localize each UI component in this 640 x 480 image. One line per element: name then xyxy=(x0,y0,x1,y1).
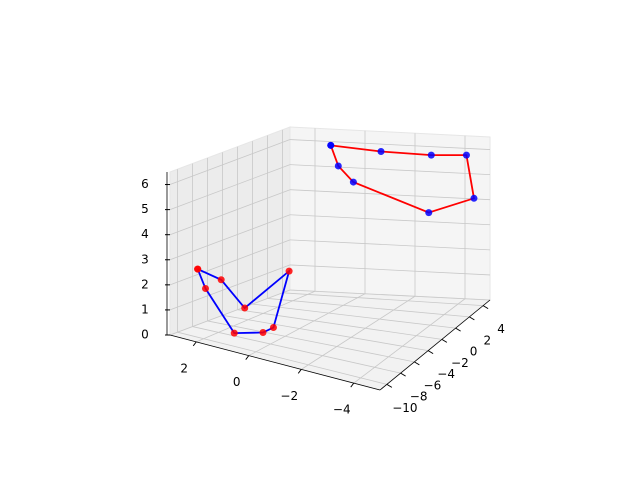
x-axis-line xyxy=(169,334,381,391)
tick-mark xyxy=(414,361,420,366)
grid-line xyxy=(192,326,401,374)
grid-line xyxy=(282,292,484,307)
grid-line xyxy=(207,320,415,363)
grid-line xyxy=(289,214,491,226)
grid-line xyxy=(169,164,291,210)
grid-line xyxy=(169,264,291,311)
point xyxy=(470,194,478,202)
grid-line xyxy=(289,164,491,176)
tick-mark xyxy=(400,372,406,377)
grid-line xyxy=(252,303,456,329)
grid-line xyxy=(169,239,291,286)
y-tick-label: −6 xyxy=(424,378,442,392)
point xyxy=(259,329,267,337)
point xyxy=(334,162,342,170)
grid-line xyxy=(267,298,470,318)
point xyxy=(202,285,210,293)
grid-line xyxy=(289,189,491,201)
point xyxy=(230,329,238,337)
point xyxy=(194,265,202,273)
z-tick-label: 1 xyxy=(141,302,149,316)
point xyxy=(285,267,293,275)
grid-line xyxy=(169,214,291,261)
y-tick-label: −10 xyxy=(392,401,417,415)
grid-line xyxy=(177,331,387,385)
y-tick-label: −8 xyxy=(410,390,428,404)
grid-line xyxy=(196,290,316,343)
grid-line xyxy=(169,189,291,236)
point xyxy=(377,147,385,155)
grid-line xyxy=(169,289,291,336)
point xyxy=(427,151,435,159)
tick-mark xyxy=(386,383,393,388)
tick-mark xyxy=(350,382,355,388)
y-tick-label: 0 xyxy=(470,345,478,359)
x-tick-label: 0 xyxy=(233,375,241,389)
y-tick-label: −4 xyxy=(437,367,455,381)
z-tick-label: 5 xyxy=(141,202,149,216)
tick-mark xyxy=(455,327,461,332)
point xyxy=(217,276,225,284)
z-tick-label: 0 xyxy=(141,328,149,342)
y-tick-label: −2 xyxy=(451,356,469,370)
z-tick-label: 4 xyxy=(141,227,149,241)
point xyxy=(462,151,470,159)
x-tick-label: −4 xyxy=(333,403,351,417)
grid-line xyxy=(222,314,429,352)
tick-mark xyxy=(192,341,197,347)
grid-line xyxy=(248,293,366,356)
tick-mark xyxy=(297,369,302,374)
grid-line xyxy=(301,295,416,370)
grid-line xyxy=(169,139,291,185)
grid-line xyxy=(289,289,491,301)
point xyxy=(349,178,357,186)
point xyxy=(269,324,277,332)
x-tick-label: −2 xyxy=(280,389,298,403)
grid-line xyxy=(353,298,466,384)
grid-line xyxy=(289,239,491,251)
point xyxy=(425,209,433,217)
grid-line xyxy=(289,139,491,150)
z-tick-label: 2 xyxy=(141,277,149,291)
tick-mark xyxy=(441,338,448,343)
tick-mark xyxy=(245,355,250,360)
y-axis-line xyxy=(379,299,491,391)
y-tick-label: 2 xyxy=(484,333,492,347)
z-tick-label: 3 xyxy=(141,252,149,266)
tick-mark xyxy=(427,350,434,355)
tick-mark xyxy=(469,316,475,321)
z-tick-label: 6 xyxy=(141,177,149,191)
point xyxy=(241,304,249,312)
grid-line xyxy=(237,309,442,340)
y-tick-label: 4 xyxy=(497,322,505,336)
grid-line xyxy=(289,264,491,276)
tick-mark xyxy=(482,305,489,310)
x-tick-label: 2 xyxy=(180,361,188,375)
point xyxy=(327,141,335,149)
